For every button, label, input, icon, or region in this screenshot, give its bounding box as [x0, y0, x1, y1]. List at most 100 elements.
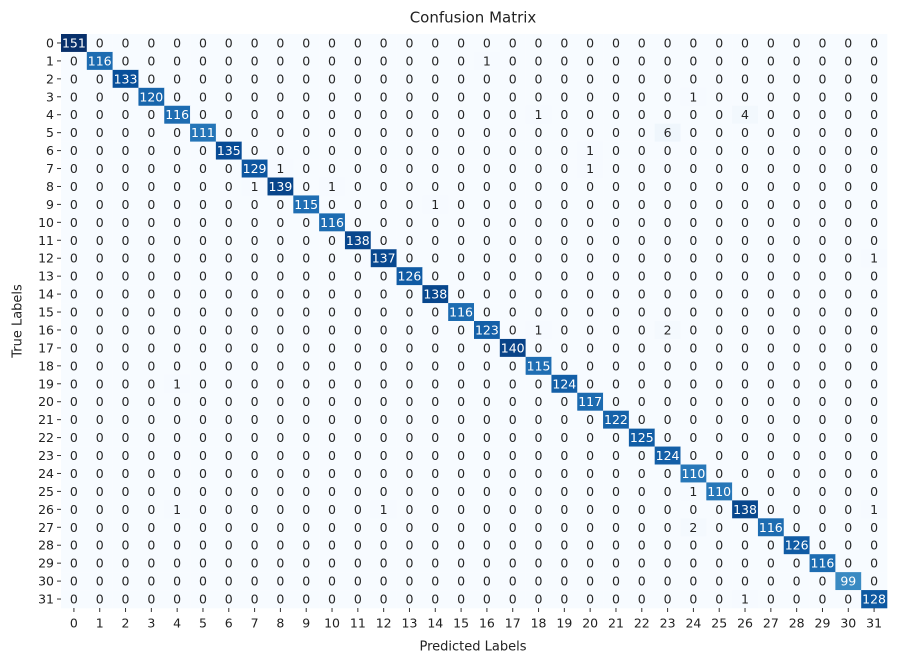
- heatmap-cell: [396, 482, 423, 501]
- cell-label: 0: [328, 287, 336, 302]
- cell-label: 0: [173, 53, 181, 68]
- heatmap-cell: [112, 446, 139, 465]
- heatmap-cell: [499, 285, 526, 304]
- heatmap-cell: [706, 536, 733, 555]
- heatmap-cell: [138, 446, 165, 465]
- cell-label: 0: [844, 322, 852, 337]
- heatmap-cell: [293, 392, 320, 411]
- cell-label: 0: [793, 143, 801, 158]
- cell-label: 0: [818, 520, 826, 535]
- heatmap-cell: [215, 554, 242, 573]
- cell-label: 0: [715, 197, 723, 212]
- heatmap-cell: [112, 159, 139, 178]
- cell-label: 0: [638, 233, 646, 248]
- cell-label: 0: [457, 322, 465, 337]
- cell-label: 111: [191, 125, 215, 140]
- cell-label: 0: [793, 179, 801, 194]
- cell-label: 0: [380, 394, 388, 409]
- cell-label: 0: [870, 376, 878, 391]
- heatmap-cell: [732, 303, 759, 322]
- cell-label: 0: [328, 502, 336, 517]
- cell-label: 0: [612, 179, 620, 194]
- cell-label: 0: [122, 340, 130, 355]
- heatmap-cell: [112, 105, 139, 124]
- cell-label: 0: [612, 269, 620, 284]
- heatmap-cell: [86, 123, 113, 142]
- cell-label: 0: [122, 322, 130, 337]
- heatmap-cell: [112, 374, 139, 394]
- heatmap-cell: [603, 303, 630, 322]
- cell-label: 0: [741, 394, 749, 409]
- cell-label: 0: [793, 358, 801, 373]
- heatmap-cell: [267, 34, 294, 53]
- cell-label: 0: [354, 53, 362, 68]
- heatmap-cell: [293, 572, 320, 591]
- cell-label: 0: [70, 89, 78, 104]
- heatmap-cell: [757, 446, 785, 465]
- heatmap-cell: [551, 500, 578, 519]
- cell-label: 0: [560, 412, 568, 427]
- cell-label: 0: [199, 520, 207, 535]
- heatmap-cell: [215, 123, 242, 142]
- heatmap-cell: [835, 51, 862, 71]
- heatmap-cell: [680, 123, 707, 142]
- heatmap-cell: [190, 338, 217, 358]
- heatmap-cell: [164, 177, 191, 196]
- heatmap-cell: [448, 231, 475, 250]
- heatmap-cell: [603, 518, 630, 537]
- cell-label: 0: [380, 556, 388, 571]
- cell-label: 0: [767, 89, 775, 104]
- cell-label: 0: [689, 538, 697, 553]
- heatmap-cell: [732, 464, 759, 483]
- cell-label: 0: [354, 556, 362, 571]
- heatmap-cell: [422, 87, 449, 107]
- cell-label: 0: [715, 161, 723, 176]
- cell-label: 0: [199, 71, 207, 86]
- cell-label: 0: [767, 305, 775, 320]
- cell-label: 0: [483, 520, 491, 535]
- heatmap-cell: [138, 267, 165, 286]
- cell-label: 1: [586, 161, 594, 176]
- cell-label: 0: [173, 412, 181, 427]
- heatmap-cell: [344, 141, 372, 160]
- heatmap-cell: [654, 518, 681, 537]
- heatmap-cell: [525, 123, 552, 142]
- cell-label: 0: [354, 376, 362, 391]
- heatmap-cell: [628, 356, 655, 376]
- cell-label: 0: [405, 89, 413, 104]
- heatmap-cell: [319, 177, 346, 196]
- cell-label: 0: [225, 179, 233, 194]
- heatmap-cell: [396, 195, 423, 214]
- cell-label: 0: [225, 269, 233, 284]
- heatmap-cell: [370, 338, 397, 358]
- heatmap-cell: [293, 321, 320, 340]
- cell-label: 0: [225, 484, 233, 499]
- heatmap-cell: [499, 392, 526, 411]
- heatmap-cell: [757, 500, 785, 519]
- heatmap-cell: [448, 159, 475, 178]
- heatmap-cell: [835, 500, 862, 519]
- heatmap-cell: [422, 321, 449, 340]
- cell-label: 0: [431, 251, 439, 266]
- cell-label: 0: [767, 53, 775, 68]
- heatmap-cell: [293, 536, 320, 555]
- heatmap-cell: [603, 536, 630, 555]
- heatmap-cell: [319, 141, 346, 160]
- cell-label: 0: [147, 269, 155, 284]
- cell-label: 0: [70, 143, 78, 158]
- cell-label: 0: [251, 466, 259, 481]
- heatmap-cell: [706, 231, 733, 250]
- cell-label: 0: [122, 305, 130, 320]
- cell-label: 0: [689, 107, 697, 122]
- heatmap-cell: [628, 105, 655, 124]
- heatmap-cell: [370, 123, 397, 142]
- heatmap-cell: [628, 338, 655, 358]
- cell-label: 0: [612, 430, 620, 445]
- cell-label: 0: [818, 430, 826, 445]
- heatmap-cell: [499, 51, 526, 71]
- heatmap-cell: [628, 392, 655, 411]
- heatmap-cell: [577, 285, 604, 304]
- heatmap-cell: [422, 69, 449, 89]
- cell-label: 0: [664, 305, 672, 320]
- heatmap-cell: [499, 356, 526, 376]
